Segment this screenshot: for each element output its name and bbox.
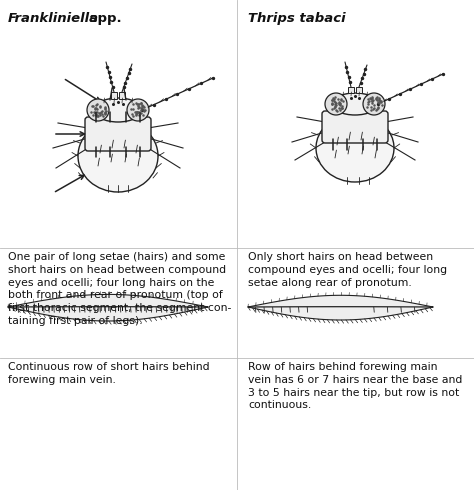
Bar [111, 92, 117, 99]
Polygon shape [248, 295, 433, 320]
Ellipse shape [316, 114, 394, 182]
Text: One pair of long setae (hairs) and some
short hairs on head between compound
eye: One pair of long setae (hairs) and some … [8, 252, 231, 326]
Ellipse shape [94, 98, 142, 122]
Ellipse shape [332, 93, 378, 115]
Ellipse shape [127, 99, 149, 121]
Text: Only short hairs on head between
compound eyes and ocelli; four long
setae along: Only short hairs on head between compoun… [248, 252, 447, 288]
Text: Row of hairs behind forewing main
vein has 6 or 7 hairs near the base and
3 to 5: Row of hairs behind forewing main vein h… [248, 362, 462, 411]
Bar [356, 87, 362, 93]
Text: Continuous row of short hairs behind
forewing main vein.: Continuous row of short hairs behind for… [8, 362, 210, 385]
Ellipse shape [87, 99, 109, 121]
FancyBboxPatch shape [322, 111, 388, 143]
Bar [348, 87, 354, 93]
Ellipse shape [325, 93, 347, 115]
FancyBboxPatch shape [85, 117, 151, 151]
Text: Frankliniella: Frankliniella [8, 12, 99, 25]
Text: spp.: spp. [85, 12, 122, 25]
Text: Thrips tabaci: Thrips tabaci [248, 12, 346, 25]
Ellipse shape [78, 120, 158, 192]
Bar [119, 92, 125, 99]
Polygon shape [8, 294, 208, 321]
Ellipse shape [363, 93, 385, 115]
